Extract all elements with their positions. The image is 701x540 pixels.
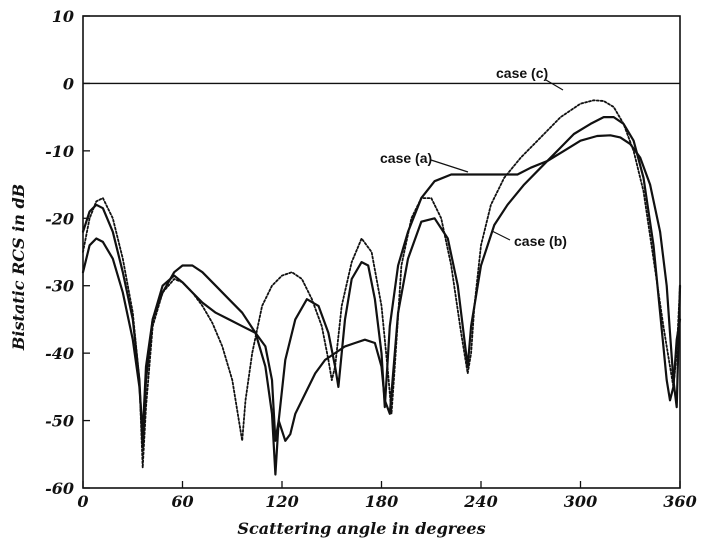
annotation-label: case (a): [380, 150, 432, 166]
annotation-leader: [430, 159, 469, 173]
annotation-layer: case (c) case (a) case (b): [380, 65, 567, 249]
y-tick-label: -50: [45, 412, 74, 431]
series-line-case-c: [82, 99, 681, 469]
x-tick-label: 120: [265, 492, 298, 511]
y-tick-label: -40: [45, 344, 74, 363]
annotation-label: case (c): [496, 65, 548, 81]
x-tick-label: 240: [463, 492, 497, 511]
x-tick-label: 360: [663, 492, 696, 511]
series-layer: [81, 99, 682, 476]
y-tick-label: 0: [63, 74, 74, 93]
y-tick-label: 10: [52, 7, 74, 26]
annotation-leader: [491, 230, 511, 241]
y-tick-label: -10: [45, 142, 74, 161]
x-tick-label: 300: [564, 492, 597, 511]
x-axis-title: Scattering angle in degrees: [237, 519, 485, 538]
y-tick-label: -30: [45, 277, 74, 296]
x-tick-label: 0: [77, 492, 88, 511]
x-tick-label: 180: [365, 492, 398, 511]
y-tick-label: -20: [45, 209, 74, 228]
annotation-label: case (b): [514, 233, 567, 249]
series-line-case-b: [81, 115, 682, 449]
y-axis-title: Bistatic RCS in dB: [9, 184, 28, 351]
y-axis-ticks: 10 0 -10 -20 -30 -40 -50 -60: [45, 7, 90, 498]
x-axis-ticks: 0 60 120 180 240 300 360: [77, 481, 697, 511]
plot-frame: [82, 15, 681, 489]
y-tick-label: -60: [45, 479, 74, 498]
annotation-leader: [545, 79, 564, 91]
x-tick-label: 60: [171, 492, 193, 511]
